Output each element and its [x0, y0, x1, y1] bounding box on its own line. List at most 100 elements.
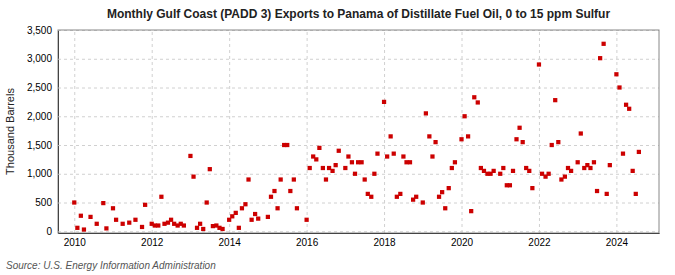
point: [608, 163, 612, 167]
point: [392, 152, 396, 156]
point: [346, 154, 350, 158]
point: [256, 217, 260, 221]
y-axis: 05001,0001,5002,0002,5003,0003,500: [27, 25, 659, 237]
y-axis-label: Thousand Barrels: [4, 88, 16, 175]
tick: 500: [35, 197, 659, 208]
point: [234, 211, 238, 215]
point: [498, 172, 502, 176]
point: [530, 186, 534, 190]
point: [101, 201, 105, 205]
point: [143, 203, 147, 207]
point: [304, 218, 308, 222]
point: [240, 206, 244, 210]
point: [220, 227, 224, 231]
point: [424, 111, 428, 115]
tick-label: 2012: [141, 237, 164, 248]
tick: 2024: [606, 30, 629, 248]
point: [614, 72, 618, 76]
point: [308, 166, 312, 170]
point: [453, 160, 457, 164]
point: [359, 160, 363, 164]
point: [521, 140, 525, 144]
grid-line: [58, 59, 659, 60]
chart: 2010201220142016201820202022202405001,00…: [0, 0, 675, 275]
grid-line: [58, 116, 659, 117]
point: [579, 131, 583, 135]
point: [111, 206, 115, 210]
tick-label: 1,000: [27, 168, 52, 179]
point: [330, 169, 334, 173]
point: [243, 202, 247, 206]
point: [430, 154, 434, 158]
point: [605, 192, 609, 196]
point: [317, 146, 321, 150]
tick: 0: [46, 226, 659, 237]
point: [550, 143, 554, 147]
point: [433, 140, 437, 144]
point: [382, 100, 386, 104]
point: [250, 218, 254, 222]
point: [237, 226, 241, 230]
point: [292, 177, 296, 181]
point: [279, 177, 283, 181]
point: [624, 103, 628, 107]
point: [421, 200, 425, 204]
point: [569, 169, 573, 173]
grid-line: [58, 145, 659, 146]
point: [372, 172, 376, 176]
tick-label: 2,000: [27, 111, 52, 122]
point: [602, 42, 606, 46]
point: [508, 183, 512, 187]
point: [275, 206, 279, 210]
tick: 2010: [64, 30, 87, 248]
point: [104, 226, 108, 230]
point: [121, 222, 125, 226]
point: [631, 169, 635, 173]
point: [201, 227, 205, 231]
point: [617, 85, 621, 89]
tick: 2,500: [27, 82, 659, 93]
points: [72, 42, 641, 232]
tick: 2016: [296, 30, 319, 248]
point: [169, 218, 173, 222]
annotation: Source: U.S. Energy Information Administ…: [6, 260, 216, 271]
point: [621, 152, 625, 156]
point: [440, 190, 444, 194]
point: [182, 223, 186, 227]
point: [159, 195, 163, 199]
point: [588, 166, 592, 170]
point: [314, 157, 318, 161]
point: [450, 166, 454, 170]
point: [253, 212, 257, 216]
point: [408, 160, 412, 164]
point: [72, 200, 76, 204]
grid-line: [58, 203, 659, 204]
point: [198, 222, 202, 226]
point: [79, 214, 83, 218]
point: [563, 175, 567, 179]
point: [266, 215, 270, 219]
point: [527, 169, 531, 173]
point: [514, 137, 518, 141]
point: [334, 163, 338, 167]
tick: 2,000: [27, 111, 659, 122]
point: [556, 140, 560, 144]
grid-line: [58, 88, 659, 89]
plot-frame: [58, 30, 659, 233]
point: [114, 218, 118, 222]
tick-label: 2014: [219, 237, 242, 248]
tick-label: 500: [35, 197, 52, 208]
grid-line: [152, 30, 153, 233]
point: [592, 160, 596, 164]
tick-label: 1,500: [27, 140, 52, 151]
point: [127, 221, 131, 225]
point: [472, 95, 476, 99]
point: [389, 134, 393, 138]
tick: 3,000: [27, 53, 659, 64]
point: [285, 143, 289, 147]
point: [466, 134, 470, 138]
point: [288, 189, 292, 193]
grid-line: [58, 174, 659, 175]
point: [492, 169, 496, 173]
point: [476, 100, 480, 104]
